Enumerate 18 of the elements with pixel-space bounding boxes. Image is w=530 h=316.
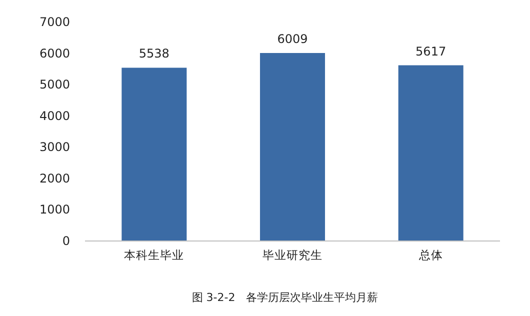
data-label: 5538 (138, 46, 170, 61)
bar (260, 53, 326, 241)
data-label: 6009 (277, 32, 308, 46)
y-tick-label: 3000 (39, 140, 70, 154)
caption: 图 3-2-2 各学历层次毕业生平均月薪 (192, 291, 378, 304)
y-tick-label: 4000 (39, 108, 70, 123)
y-tick-label: 0 (62, 234, 70, 248)
data-label: 5617 (416, 44, 446, 58)
x-tick-label: 总体 (418, 248, 443, 262)
x-tick-label: 本科生毕业 (124, 248, 184, 262)
y-tick-label: 6000 (39, 46, 70, 60)
y-tick-label: 1000 (39, 202, 70, 217)
y-tick-label: 7000 (39, 15, 70, 29)
y-tick-label: 5000 (39, 78, 70, 92)
y-tick-label: 2000 (39, 171, 70, 186)
bar (398, 65, 464, 241)
x-tick-label: 毕业研究生 (262, 248, 322, 262)
bar (122, 68, 187, 241)
